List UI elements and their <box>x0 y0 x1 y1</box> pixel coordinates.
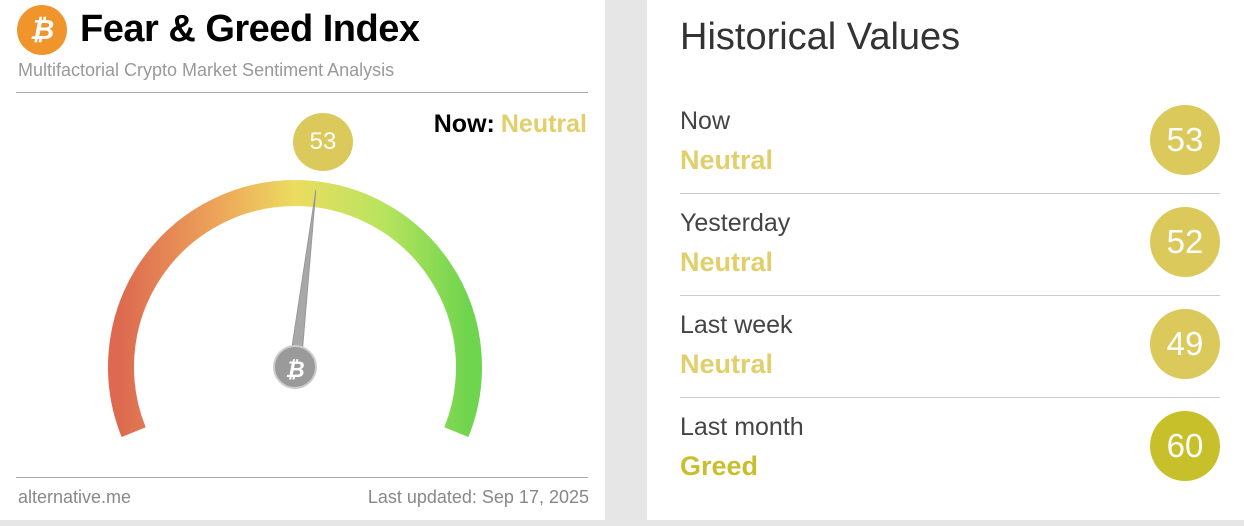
row-value-badge: 52 <box>1150 207 1220 277</box>
subtitle: Multifactorial Crypto Market Sentiment A… <box>18 60 395 80</box>
source-link[interactable]: alternative.me <box>18 487 132 507</box>
page-title: Fear & Greed Index <box>80 8 420 50</box>
row-label: Last month <box>680 413 804 441</box>
row-class: Neutral <box>680 145 774 175</box>
row-class: Greed <box>680 451 759 481</box>
history-row: Last month Greed 60 <box>680 401 1220 501</box>
fear-greed-card: ₿ Fear & Greed Index Multifactorial Cryp… <box>0 0 605 520</box>
divider <box>16 92 588 93</box>
last-updated: Last updated: Sep 17, 2025 <box>367 487 589 507</box>
gauge: ₿ <box>108 180 482 438</box>
divider <box>680 193 1220 194</box>
row-label: Yesterday <box>680 209 791 237</box>
gauge-value-bubble: 53 <box>293 113 353 171</box>
now-label: Now: <box>433 110 495 138</box>
row-label: Last week <box>680 311 793 339</box>
history-row: Now Neutral 53 <box>680 95 1220 195</box>
row-class: Neutral <box>680 349 774 379</box>
divider <box>16 477 588 478</box>
history-row: Last week Neutral 49 <box>680 299 1220 399</box>
row-value-badge: 53 <box>1150 105 1220 175</box>
historical-title: Historical Values <box>680 16 961 58</box>
row-value-badge: 49 <box>1150 309 1220 379</box>
historical-card: Historical Values Now Neutral 53 Yesterda… <box>647 0 1244 520</box>
needle-hub-bitcoin-icon <box>273 345 317 389</box>
divider <box>680 397 1220 398</box>
gauge-arc <box>108 180 482 438</box>
gauge-needle <box>288 190 317 369</box>
history-row: Yesterday Neutral 52 <box>680 197 1220 297</box>
divider <box>680 295 1220 296</box>
row-class: Neutral <box>680 247 774 277</box>
row-value-badge: 60 <box>1150 411 1220 481</box>
now-class: Neutral <box>500 110 587 138</box>
svg-text:₿: ₿ <box>285 357 304 382</box>
now-status: Now: Neutral <box>434 110 587 139</box>
row-label: Now <box>680 107 731 135</box>
bitcoin-icon: ₿ <box>17 5 67 55</box>
